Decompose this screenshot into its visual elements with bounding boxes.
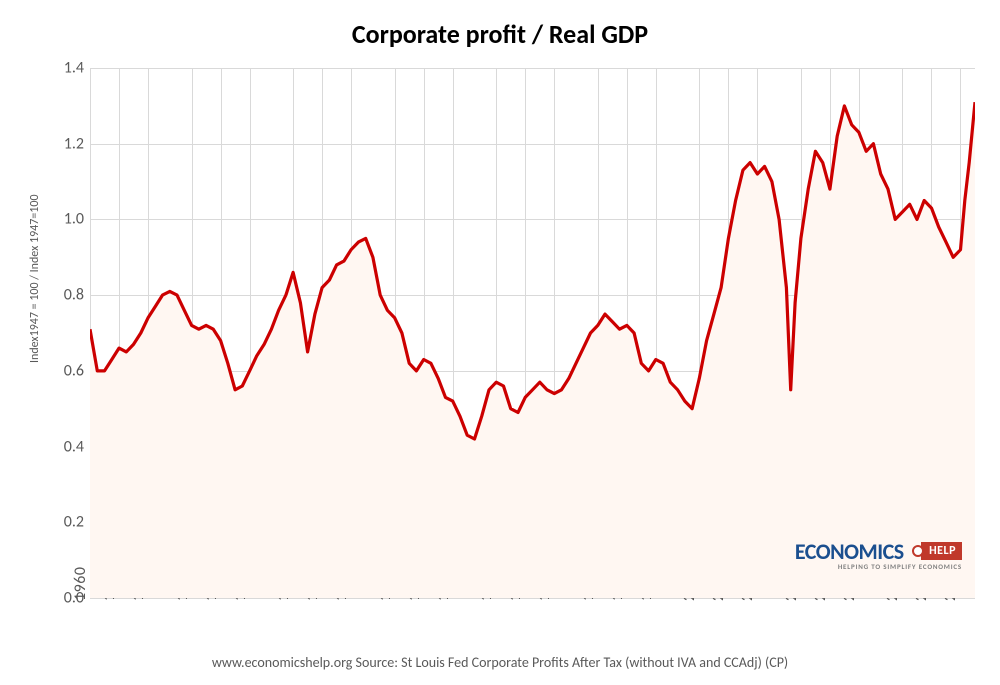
- y-tick-label: 0.6: [64, 361, 84, 380]
- plot-area: 0.00.20.40.60.81.01.21.41960196219641967…: [90, 68, 975, 598]
- economics-help-logo: ECONOMICS HELP HELPING TO SIMPLIFY ECONO…: [795, 538, 962, 565]
- y-tick-label: 0.2: [64, 513, 84, 532]
- y-tick-label: 0.8: [64, 286, 84, 305]
- logo-tag: HELP: [912, 542, 962, 560]
- logo-text-economics: ECONOMICS: [795, 538, 904, 565]
- y-tick-label: 0.4: [64, 437, 84, 456]
- x-tick-label: 1960: [71, 567, 90, 601]
- y-tick-label: 1.2: [64, 134, 84, 153]
- logo-subtitle: HELPING TO SIMPLIFY ECONOMICS: [838, 562, 962, 571]
- chart-title: Corporate profit / Real GDP: [10, 18, 990, 50]
- chart-caption: www.economicshelp.org Source: St Louis F…: [10, 654, 990, 671]
- y-axis-label: Index1947 = 100 / Index 1947=100: [28, 194, 42, 363]
- logo-text-help: HELP: [921, 542, 962, 560]
- series-svg: [90, 68, 975, 598]
- chart-frame: Corporate profit / Real GDP Index1947 = …: [10, 10, 990, 675]
- y-tick-label: 1.4: [64, 59, 84, 78]
- y-tick-label: 1.0: [64, 210, 84, 229]
